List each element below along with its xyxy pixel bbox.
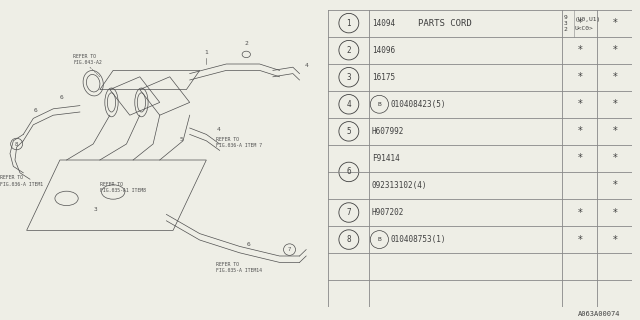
Text: 6: 6: [33, 108, 37, 113]
Text: 2: 2: [564, 27, 568, 32]
Text: 4: 4: [216, 127, 220, 132]
Text: *: *: [577, 235, 582, 244]
Text: FIG.036-A ITEM1: FIG.036-A ITEM1: [0, 181, 43, 187]
Text: REFER TO: REFER TO: [216, 137, 239, 142]
Text: 7: 7: [288, 247, 291, 252]
Text: H607992: H607992: [372, 127, 404, 136]
Text: A063A00074: A063A00074: [579, 311, 621, 317]
Text: FIG.036-A ITEM 7: FIG.036-A ITEM 7: [216, 143, 262, 148]
Text: 4: 4: [304, 63, 308, 68]
Text: 14094: 14094: [372, 19, 395, 28]
Text: 7: 7: [346, 208, 351, 217]
Text: 1: 1: [346, 19, 351, 28]
Text: 9: 9: [564, 15, 568, 20]
Text: 3: 3: [93, 207, 97, 212]
Text: *: *: [577, 126, 582, 136]
Text: 5: 5: [346, 127, 351, 136]
Text: 3: 3: [564, 20, 568, 26]
Text: 6: 6: [246, 243, 250, 247]
Text: REFER TO: REFER TO: [216, 262, 239, 267]
Text: *: *: [612, 126, 617, 136]
Text: *: *: [577, 207, 582, 218]
Text: *: *: [577, 72, 582, 82]
Text: 010408753(1): 010408753(1): [391, 235, 447, 244]
Text: 5: 5: [180, 137, 184, 142]
Text: 3: 3: [346, 73, 351, 82]
Text: FIG.035-A1 ITEM8: FIG.035-A1 ITEM8: [100, 188, 146, 193]
Text: 16175: 16175: [372, 73, 395, 82]
Text: 010408423(5): 010408423(5): [391, 100, 447, 109]
Text: 1: 1: [204, 51, 208, 55]
Text: FIG.035-A ITEM14: FIG.035-A ITEM14: [216, 268, 262, 273]
Text: F91414: F91414: [372, 154, 399, 163]
Text: 6: 6: [346, 167, 351, 176]
Text: REFER TO: REFER TO: [73, 53, 96, 59]
Text: FIG.043-A2: FIG.043-A2: [73, 60, 102, 65]
Text: *: *: [577, 45, 582, 55]
Text: 8: 8: [15, 141, 19, 147]
Text: 6: 6: [60, 95, 63, 100]
Text: B: B: [378, 102, 381, 107]
Text: REFER TO: REFER TO: [0, 175, 23, 180]
Text: H907202: H907202: [372, 208, 404, 217]
Text: *: *: [612, 180, 617, 190]
Text: 4: 4: [346, 100, 351, 109]
Text: 092313102(4): 092313102(4): [372, 181, 428, 190]
Text: *: *: [612, 235, 617, 244]
Text: PARTS CORD: PARTS CORD: [419, 19, 472, 28]
Text: *: *: [612, 72, 617, 82]
Text: *: *: [612, 99, 617, 109]
Text: *: *: [577, 99, 582, 109]
Text: *: *: [577, 18, 582, 28]
Text: 8: 8: [346, 235, 351, 244]
Text: B: B: [378, 237, 381, 242]
Text: 14096: 14096: [372, 46, 395, 55]
Text: 2: 2: [244, 41, 248, 46]
Text: *: *: [612, 153, 617, 164]
Text: (U0,U1): (U0,U1): [575, 17, 601, 21]
Text: *: *: [612, 207, 617, 218]
Text: *: *: [577, 153, 582, 164]
Text: *: *: [612, 45, 617, 55]
Text: REFER TO: REFER TO: [100, 181, 123, 187]
Text: U<C0>: U<C0>: [575, 26, 593, 31]
Text: 2: 2: [346, 46, 351, 55]
Text: *: *: [612, 18, 617, 28]
